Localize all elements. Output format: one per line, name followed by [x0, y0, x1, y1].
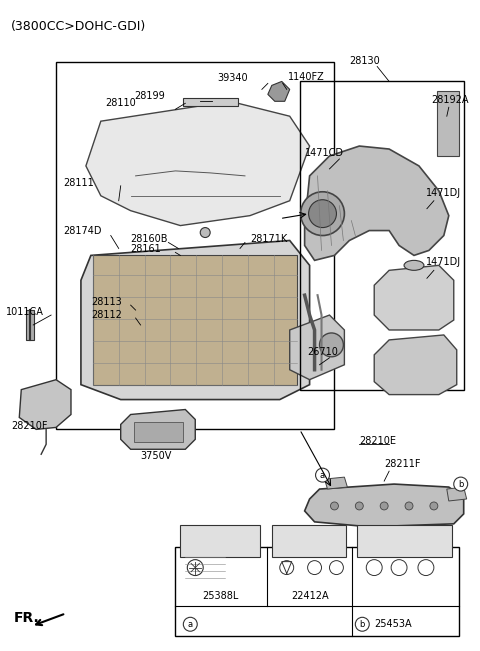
Text: 28160B: 28160B — [131, 234, 168, 245]
Circle shape — [380, 502, 388, 510]
Polygon shape — [81, 240, 310, 400]
Text: 28210F: 28210F — [12, 421, 48, 432]
FancyBboxPatch shape — [93, 255, 297, 385]
Polygon shape — [268, 81, 290, 102]
Text: 1471DJ: 1471DJ — [426, 257, 461, 268]
Polygon shape — [305, 484, 464, 527]
Text: 28110: 28110 — [105, 98, 136, 108]
Text: 25453A: 25453A — [374, 619, 412, 630]
Circle shape — [300, 192, 344, 236]
Circle shape — [330, 502, 338, 510]
Text: 28112: 28112 — [91, 310, 122, 320]
FancyBboxPatch shape — [180, 525, 260, 557]
Text: 28161: 28161 — [131, 244, 161, 255]
Text: 25388L: 25388L — [202, 591, 238, 602]
Text: 26710: 26710 — [308, 347, 338, 357]
Text: FR.: FR. — [13, 611, 39, 626]
Ellipse shape — [404, 260, 424, 270]
Polygon shape — [374, 266, 454, 330]
FancyBboxPatch shape — [183, 98, 238, 106]
FancyBboxPatch shape — [133, 422, 183, 442]
Circle shape — [366, 560, 382, 575]
Polygon shape — [290, 315, 344, 380]
Text: 1011CA: 1011CA — [6, 307, 44, 317]
Polygon shape — [120, 409, 195, 449]
Circle shape — [430, 502, 438, 510]
Text: b: b — [360, 620, 365, 629]
Text: a: a — [188, 620, 193, 629]
Circle shape — [320, 333, 343, 357]
FancyBboxPatch shape — [437, 91, 459, 156]
Text: 28192A: 28192A — [431, 95, 468, 105]
Text: 28171K: 28171K — [250, 234, 287, 245]
Text: 28210E: 28210E — [360, 436, 396, 447]
Circle shape — [405, 502, 413, 510]
Text: b: b — [458, 480, 463, 489]
Circle shape — [355, 617, 369, 631]
Text: 22412A: 22412A — [291, 591, 328, 602]
Circle shape — [308, 561, 322, 575]
Circle shape — [200, 228, 210, 238]
Circle shape — [315, 468, 329, 482]
Polygon shape — [374, 335, 457, 395]
Text: (3800CC>DOHC-GDI): (3800CC>DOHC-GDI) — [12, 20, 146, 33]
Circle shape — [329, 561, 343, 575]
Text: a: a — [320, 471, 325, 480]
Text: 3750V: 3750V — [141, 451, 172, 461]
Circle shape — [280, 561, 294, 575]
Circle shape — [355, 502, 363, 510]
Circle shape — [454, 477, 468, 491]
Circle shape — [183, 617, 197, 631]
FancyBboxPatch shape — [26, 310, 34, 340]
FancyBboxPatch shape — [357, 525, 452, 557]
FancyBboxPatch shape — [175, 547, 459, 636]
Polygon shape — [19, 380, 71, 430]
Text: 1140FZ: 1140FZ — [288, 72, 324, 83]
FancyBboxPatch shape — [272, 525, 347, 557]
Text: 28130: 28130 — [349, 55, 380, 66]
Circle shape — [309, 200, 336, 228]
Text: 39340: 39340 — [217, 74, 248, 83]
Circle shape — [391, 560, 407, 575]
Text: 28113: 28113 — [91, 297, 121, 307]
Polygon shape — [86, 102, 310, 226]
Text: 1471CD: 1471CD — [305, 148, 344, 158]
Text: 1471DJ: 1471DJ — [426, 187, 461, 198]
Polygon shape — [324, 477, 348, 489]
Polygon shape — [447, 487, 467, 501]
Text: 28174D: 28174D — [63, 225, 102, 236]
Circle shape — [418, 560, 434, 575]
Text: 28211F: 28211F — [384, 459, 420, 469]
Polygon shape — [305, 146, 449, 260]
Text: 28111: 28111 — [63, 178, 94, 187]
Text: 28199: 28199 — [135, 91, 166, 102]
